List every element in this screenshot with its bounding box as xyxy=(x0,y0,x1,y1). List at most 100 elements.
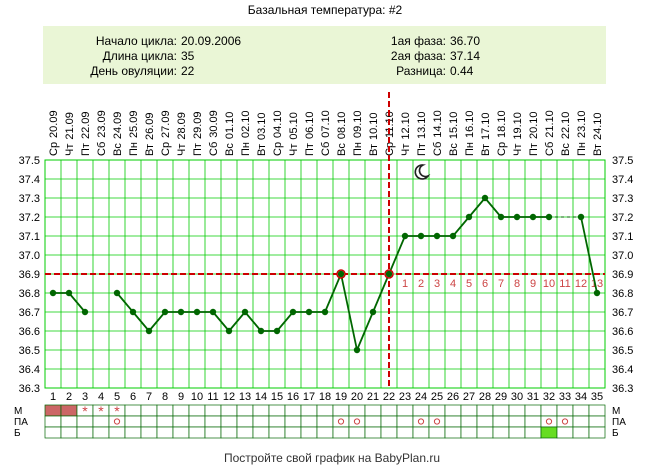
mark-cell xyxy=(492,404,510,417)
row-label-left: ПА xyxy=(14,417,28,428)
mark-cell xyxy=(524,426,542,439)
weekday-label: Пн xyxy=(352,142,364,156)
y-tick-label-left: 36.8 xyxy=(19,288,40,300)
mark-cell xyxy=(316,415,334,428)
mark-cell xyxy=(204,404,222,417)
day-number: 21 xyxy=(367,391,379,403)
mark-cell xyxy=(156,415,174,428)
mark-cell xyxy=(44,415,62,428)
mark-cell xyxy=(76,426,94,439)
date-label: 24.09 xyxy=(112,112,124,140)
mark-cell xyxy=(268,415,286,428)
series-segment xyxy=(356,311,374,351)
date-label: 19.10 xyxy=(512,112,524,140)
data-point xyxy=(241,308,249,316)
day-number: 34 xyxy=(575,391,587,403)
mark-cell xyxy=(188,426,206,439)
day-number: 24 xyxy=(415,391,427,403)
day-header-label: Пт 29.09 xyxy=(192,112,204,156)
mark-cell xyxy=(236,404,254,417)
day-header-label: Чт 12.10 xyxy=(400,112,412,156)
row-label-right: Б xyxy=(612,428,619,439)
day-number: 5 xyxy=(114,391,120,403)
phase2-day-number: 12 xyxy=(575,278,587,290)
y-tick-label-right: 36.5 xyxy=(612,345,633,357)
day-number: 25 xyxy=(431,391,443,403)
data-point xyxy=(321,308,329,316)
row-label-left: Б xyxy=(14,428,21,439)
mark-cell xyxy=(76,415,94,428)
weekday-label: Ср xyxy=(160,142,172,156)
day-number: 14 xyxy=(255,391,267,403)
mark-cell xyxy=(252,426,270,439)
day-number: 35 xyxy=(591,391,603,403)
mark-cell xyxy=(396,404,414,417)
mark-cell xyxy=(108,415,126,428)
mark-cell xyxy=(540,404,558,417)
phase2-day-number: 7 xyxy=(498,278,504,290)
data-point xyxy=(193,308,201,316)
date-label: 12.10 xyxy=(400,112,412,140)
mark-cell xyxy=(556,426,574,439)
data-point xyxy=(81,308,89,316)
circle-mark xyxy=(353,418,361,425)
day-header-label: Вс 24.09 xyxy=(112,112,124,156)
mark-cell xyxy=(524,404,542,417)
day-number: 20 xyxy=(351,391,363,403)
weekday-label: Пн xyxy=(576,142,588,156)
difference-value: 0.44 xyxy=(450,64,474,78)
phase2-day-number: 1 xyxy=(402,278,408,290)
data-point xyxy=(417,232,425,240)
day-header-label: Вт 26.09 xyxy=(144,112,156,156)
date-label: 09.10 xyxy=(352,110,364,138)
date-label: 01.10 xyxy=(224,112,236,140)
mark-cell xyxy=(444,415,462,428)
series-segment xyxy=(372,273,390,313)
day-header-label: Вт 24.10 xyxy=(592,112,604,156)
day-header-label: Ср 27.09 xyxy=(160,110,172,156)
mark-cell xyxy=(300,426,318,439)
data-point xyxy=(449,232,457,240)
mark-cell xyxy=(396,415,414,428)
mark-cell xyxy=(348,404,366,417)
star-mark: * xyxy=(114,403,120,419)
mark-cell xyxy=(588,415,606,428)
date-label: 20.09 xyxy=(48,110,60,138)
y-tick-label-left: 37.1 xyxy=(19,231,40,243)
phase2-day-number: 9 xyxy=(530,278,536,290)
day-number: 29 xyxy=(495,391,507,403)
mark-cell xyxy=(476,404,494,417)
weekday-label: Ср xyxy=(48,142,60,156)
date-label: 05.10 xyxy=(288,112,300,140)
series-segment xyxy=(484,197,502,218)
weekday-label: Пн xyxy=(240,142,252,156)
date-label: 21.10 xyxy=(544,110,556,138)
y-tick-label-right: 37.3 xyxy=(612,193,633,205)
y-tick-label-left: 37.5 xyxy=(19,155,40,167)
temperature-series xyxy=(49,194,601,354)
mark-cell xyxy=(348,415,366,428)
data-point xyxy=(273,327,281,335)
mark-cell xyxy=(556,415,574,428)
weekday-label: Пн xyxy=(128,142,140,156)
mark-cell xyxy=(460,415,478,428)
series-segment xyxy=(324,273,342,313)
y-tick-label-right: 37.1 xyxy=(612,231,633,243)
day-number: 10 xyxy=(191,391,203,403)
data-point xyxy=(209,308,217,316)
day-number: 11 xyxy=(207,391,218,403)
cycle-length-label: Длина цикла: xyxy=(103,49,177,63)
data-point xyxy=(545,213,553,221)
series-segment xyxy=(468,197,486,218)
date-label: 08.10 xyxy=(336,112,348,140)
circle-mark xyxy=(417,418,425,425)
y-tick-label-right: 36.6 xyxy=(612,326,633,338)
day-header: Ср 20.09 Чт 21.09 Пт 22.09 Сб 23.09 Вс 24.09 Пн 25.… xyxy=(48,110,604,156)
phase2-day-number: 2 xyxy=(418,278,424,290)
mark-cell xyxy=(44,404,62,417)
mark-cell xyxy=(572,404,590,417)
mark-cell xyxy=(348,426,366,439)
data-point xyxy=(465,213,473,221)
weekday-label: Вт xyxy=(480,144,492,156)
star-mark: * xyxy=(98,403,104,419)
